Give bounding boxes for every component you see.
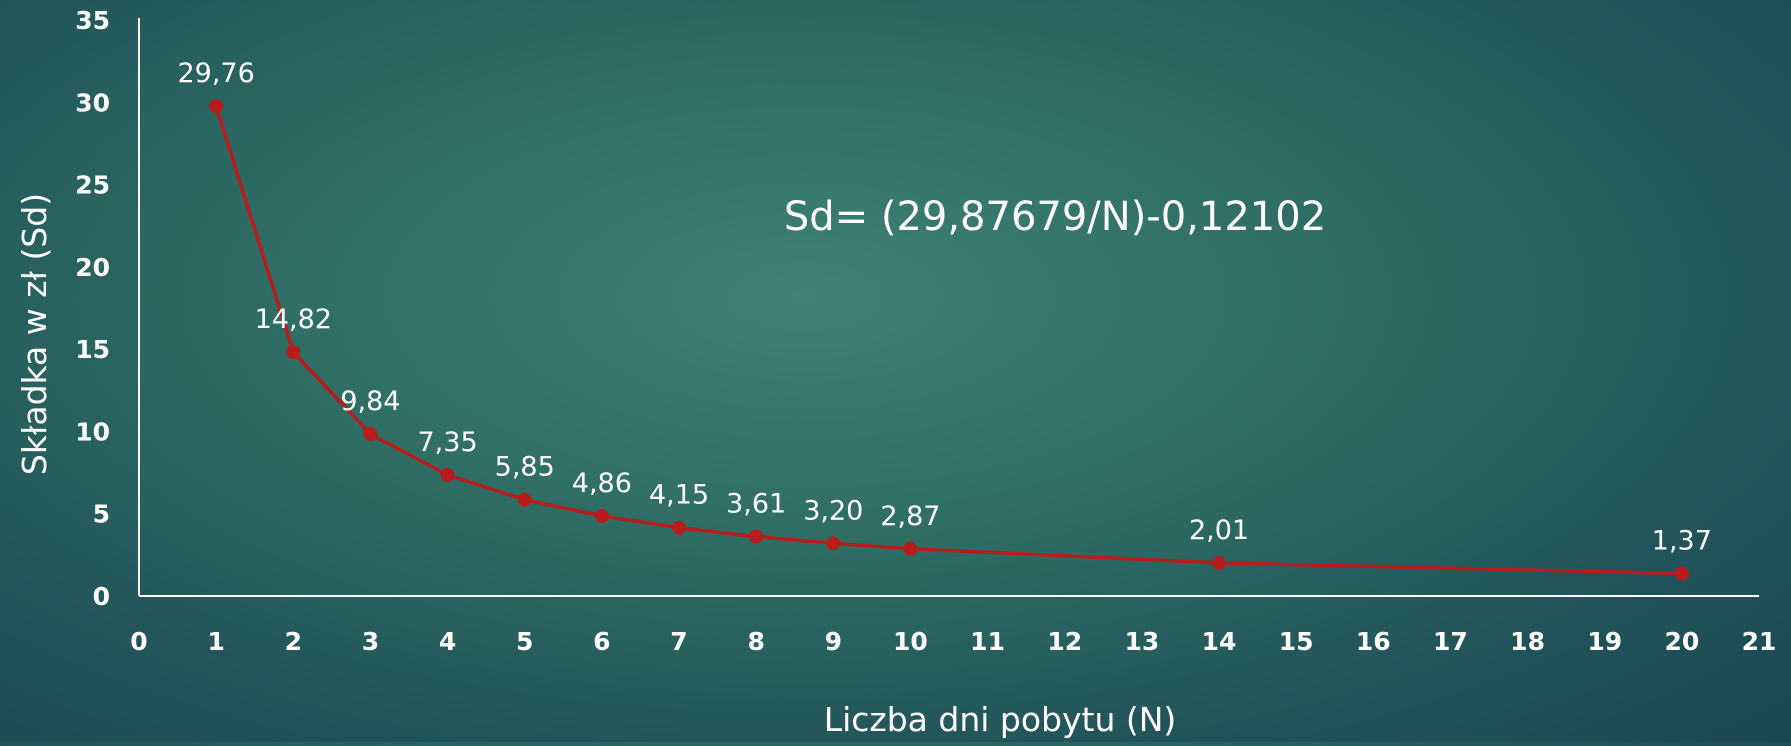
x-tick-label: 7 [670, 627, 687, 656]
data-point [749, 529, 764, 544]
data-label: 29,76 [177, 58, 254, 89]
data-label: 3,20 [803, 495, 863, 526]
x-tick-label: 10 [893, 627, 928, 656]
data-label: 4,15 [649, 480, 709, 511]
data-label: 5,85 [495, 452, 555, 483]
x-tick-label: 8 [747, 627, 764, 656]
data-label: 3,61 [726, 489, 786, 520]
data-point [826, 536, 841, 551]
formula-annotation: Sd= (29,87679/N)-0,12102 [784, 194, 1326, 240]
x-tick-label: 5 [516, 627, 533, 656]
data-label: 1,37 [1652, 525, 1712, 556]
data-point [209, 99, 224, 114]
data-point [286, 345, 301, 360]
x-tick-label: 13 [1124, 627, 1159, 656]
data-point [517, 492, 532, 507]
data-point [672, 520, 686, 535]
data-label: 7,35 [418, 427, 478, 458]
y-tick-label: 0 [93, 582, 110, 611]
x-tick-label: 18 [1510, 627, 1545, 656]
data-label: 9,84 [340, 386, 400, 417]
x-tick-label: 6 [593, 627, 610, 656]
x-tick-label: 17 [1433, 627, 1468, 656]
x-tick-label: 9 [825, 627, 842, 656]
y-tick-label: 20 [75, 253, 110, 282]
y-tick-label: 30 [75, 88, 110, 117]
x-tick-label: 3 [362, 627, 379, 656]
x-tick-label: 19 [1587, 627, 1622, 656]
axes [138, 18, 1759, 597]
x-tick-label: 11 [970, 627, 1005, 656]
data-point [594, 509, 609, 524]
y-tick-label: 15 [75, 335, 110, 364]
x-tick-label: 16 [1356, 627, 1391, 656]
data-label: 2,87 [880, 501, 940, 532]
x-axis-title: Liczba dni pobytu (N) [824, 700, 1177, 739]
x-tick-label: 20 [1664, 627, 1699, 656]
data-label: 4,86 [572, 468, 632, 499]
x-tick-label: 1 [207, 627, 224, 656]
tick-labels: 0 1 2 3 4 5 6 7 8 9 10 11 12 13 14 15 16 17 18 19 20 21051015… [75, 6, 1776, 656]
data-point [440, 468, 455, 483]
x-tick-label: 12 [1047, 627, 1082, 656]
y-tick-label: 25 [75, 171, 110, 200]
y-tick-label: 35 [75, 6, 110, 35]
data-label: 14,82 [255, 304, 332, 335]
y-tick-label: 5 [93, 500, 110, 529]
x-tick-label: 21 [1742, 627, 1777, 656]
x-tick-label: 2 [285, 627, 302, 656]
x-tick-label: 4 [439, 627, 456, 656]
data-point [1212, 555, 1226, 570]
data-point [903, 541, 918, 556]
x-tick-label: 0 [130, 627, 147, 656]
series-group [209, 99, 1689, 581]
y-axis-title: Składka w zł (Sd) [15, 193, 54, 475]
y-tick-label: 10 [75, 417, 110, 446]
data-point [1674, 566, 1689, 581]
x-tick-label: 14 [1202, 627, 1237, 656]
series-line [214, 105, 1682, 576]
x-tick-label: 15 [1279, 627, 1314, 656]
data-label: 2,01 [1189, 515, 1249, 546]
data-point [363, 427, 378, 442]
data-labels: 29,76 14,82 9,84 7,35 5,85 4,86 4,15 3,61 3,20 2,… [177, 58, 1711, 556]
